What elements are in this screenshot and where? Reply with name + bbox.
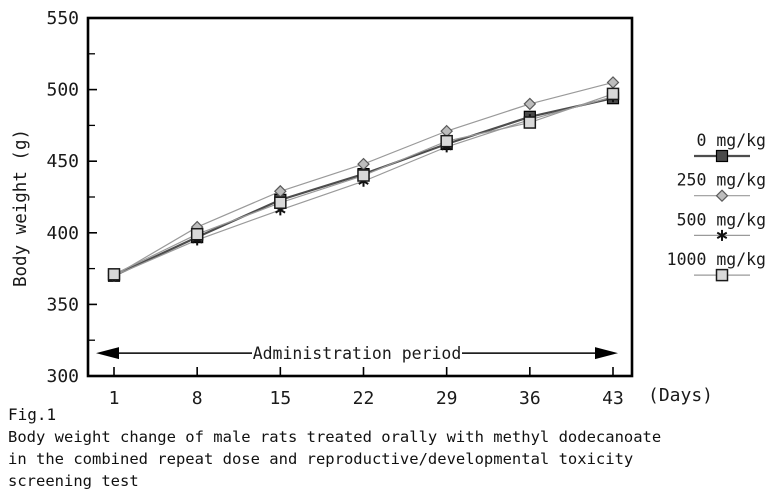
data-point-marker-open-square — [107, 268, 121, 281]
legend-item-label: 0 mg/kg — [696, 131, 766, 150]
data-point-marker-diamond — [357, 157, 370, 171]
series-markers-0-mg-kg — [107, 92, 620, 282]
figure-label: Fig.1 — [8, 405, 57, 424]
data-point-marker-open-square — [715, 268, 729, 282]
legend-item: 0 mg/kg — [694, 131, 766, 163]
y-axis-tick-label: 550 — [46, 8, 79, 29]
x-axis-tick-label: 36 — [519, 388, 541, 409]
figure-caption: Fig.1 Body weight change of male rats tr… — [8, 404, 768, 492]
caption-line-1: Body weight change of male rats treated … — [8, 428, 662, 446]
x-axis-tick-label: 29 — [436, 388, 458, 409]
data-point-marker-diamond — [523, 97, 537, 111]
y-axis-tick-label: 300 — [46, 366, 79, 387]
x-axis-tick-label: 43 — [602, 388, 624, 409]
legend-item: 1000 mg/kg — [667, 250, 766, 282]
series-markers-500-mg-kg — [108, 91, 619, 282]
x-axis-unit-label: (Days) — [648, 385, 713, 406]
series-line-0-mg-kg — [113, 97, 614, 277]
legend-item-label: 250 mg/kg — [677, 171, 766, 190]
caption-line-2: in the combined repeat dose and reproduc… — [8, 450, 634, 468]
legend-item-label: 500 mg/kg — [677, 210, 766, 229]
y-axis-title: Body weight (g) — [11, 129, 31, 287]
star-spoke — [716, 231, 728, 240]
x-axis-tick-label: 22 — [353, 388, 375, 409]
data-point-marker-open-square — [274, 196, 287, 209]
x-axis-tick-label: 8 — [192, 388, 203, 409]
administration-period-label: Administration period — [253, 344, 462, 363]
x-axis-tick-label: 1 — [109, 388, 120, 409]
caption-line-3: screening test — [8, 472, 139, 490]
y-axis-tick-label: 350 — [46, 294, 79, 315]
series-markers-1000-mg-kg — [107, 87, 620, 281]
data-point-marker-filled-square — [715, 149, 729, 163]
legend-item: 500 mg/kg — [677, 210, 766, 241]
x-axis-tick-label: 15 — [269, 388, 291, 409]
arrow-head-left-icon — [96, 347, 119, 360]
data-point-marker-open-square — [523, 116, 537, 129]
y-axis-tick-label: 400 — [46, 223, 79, 244]
data-point-marker-diamond — [715, 189, 729, 203]
arrow-head-right-icon — [595, 347, 618, 360]
legend-item: 250 mg/kg — [677, 171, 766, 203]
data-point-marker-open-square — [606, 87, 620, 101]
data-point-marker-open-square — [357, 169, 370, 182]
y-axis-tick-label: 450 — [46, 151, 79, 172]
data-point-marker-star — [716, 229, 728, 241]
y-axis-tick-label: 500 — [46, 80, 79, 101]
data-point-marker-diamond — [606, 76, 620, 89]
plot-area-border — [86, 16, 634, 378]
legend-item-label: 1000 mg/kg — [667, 250, 766, 269]
legend: 0 mg/kg 250 mg/kg 500 mg/kg 1000 mg/kg — [667, 131, 766, 282]
data-point-marker-open-square — [190, 227, 204, 241]
data-point-marker-open-square — [440, 134, 453, 148]
administration-period-arrow: Administration period — [96, 344, 618, 363]
